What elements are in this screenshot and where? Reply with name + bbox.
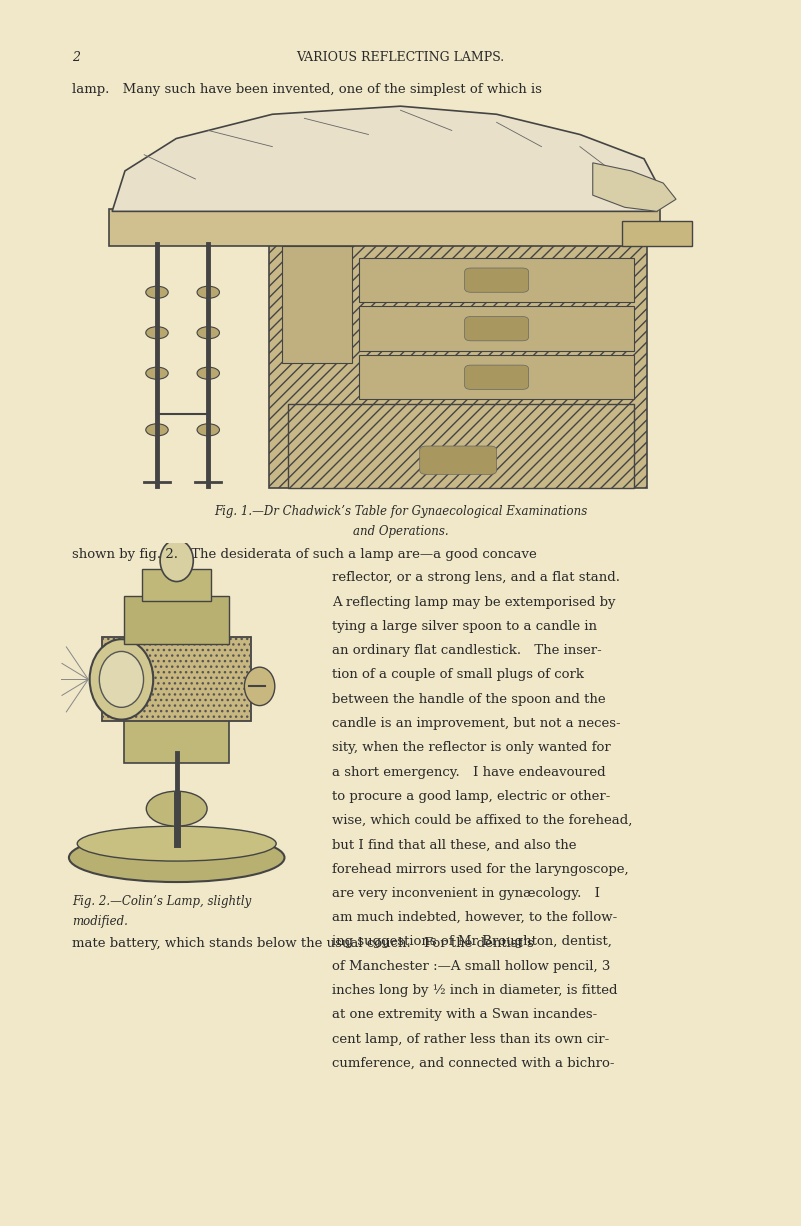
Circle shape [99, 651, 143, 707]
Text: tion of a couple of small plugs of cork: tion of a couple of small plugs of cork [332, 668, 585, 682]
Text: am much indebted, however, to the follow-: am much indebted, however, to the follow… [332, 911, 618, 924]
Ellipse shape [146, 367, 168, 379]
Circle shape [244, 667, 275, 706]
Text: A reflecting lamp may be extemporised by: A reflecting lamp may be extemporised by [332, 596, 616, 608]
Text: 2: 2 [72, 51, 80, 65]
Ellipse shape [197, 286, 219, 298]
Text: mate battery, which stands below the usual couch. For the dentist’s: mate battery, which stands below the usu… [72, 937, 533, 950]
FancyBboxPatch shape [124, 596, 229, 645]
FancyBboxPatch shape [288, 403, 634, 488]
Ellipse shape [146, 286, 168, 298]
Text: cent lamp, of rather less than its own cir-: cent lamp, of rather less than its own c… [332, 1032, 610, 1046]
FancyBboxPatch shape [102, 638, 252, 721]
Text: of Manchester :—A small hollow pencil, 3: of Manchester :—A small hollow pencil, 3 [332, 960, 611, 972]
FancyBboxPatch shape [124, 707, 229, 764]
FancyBboxPatch shape [465, 365, 529, 390]
FancyBboxPatch shape [359, 356, 634, 400]
FancyBboxPatch shape [269, 234, 647, 488]
FancyBboxPatch shape [282, 245, 352, 363]
Polygon shape [112, 107, 657, 211]
FancyBboxPatch shape [142, 569, 211, 601]
Text: shown by fig. 2. The desiderata of such a lamp are—a good concave: shown by fig. 2. The desiderata of such … [72, 548, 537, 562]
Ellipse shape [146, 326, 168, 338]
Text: a short emergency. I have endeavoured: a short emergency. I have endeavoured [332, 765, 606, 779]
Text: an ordinary flat candlestick. The inser-: an ordinary flat candlestick. The inser- [332, 644, 602, 657]
Text: wise, which could be affixed to the forehead,: wise, which could be affixed to the fore… [332, 814, 633, 828]
Ellipse shape [146, 424, 168, 436]
Text: reflector, or a strong lens, and a flat stand.: reflector, or a strong lens, and a flat … [332, 571, 621, 585]
Text: are very inconvenient in gynæcology. I: are very inconvenient in gynæcology. I [332, 886, 601, 900]
Text: ing suggestions of Mr Broughton, dentist,: ing suggestions of Mr Broughton, dentist… [332, 935, 612, 949]
Circle shape [160, 539, 193, 581]
Text: lamp. Many such have been invented, one of the simplest of which is: lamp. Many such have been invented, one … [72, 83, 542, 97]
Circle shape [90, 639, 153, 720]
Ellipse shape [197, 424, 219, 436]
Text: but I find that all these, and also the: but I find that all these, and also the [332, 839, 577, 851]
Text: candle is an improvement, but not a neces-: candle is an improvement, but not a nece… [332, 717, 621, 729]
Text: modified.: modified. [72, 915, 128, 928]
FancyBboxPatch shape [359, 257, 634, 303]
Text: tying a large silver spoon to a candle in: tying a large silver spoon to a candle i… [332, 620, 598, 633]
FancyBboxPatch shape [359, 306, 634, 351]
Ellipse shape [77, 826, 276, 861]
Text: VARIOUS REFLECTING LAMPS.: VARIOUS REFLECTING LAMPS. [296, 51, 505, 65]
Text: inches long by ½ inch in diameter, is fitted: inches long by ½ inch in diameter, is fi… [332, 984, 618, 997]
FancyBboxPatch shape [420, 446, 497, 474]
Text: and Operations.: and Operations. [352, 525, 449, 538]
Polygon shape [593, 163, 676, 211]
Text: at one extremity with a Swan incandes-: at one extremity with a Swan incandes- [332, 1008, 598, 1021]
Ellipse shape [197, 367, 219, 379]
Text: forehead mirrors used for the laryngoscope,: forehead mirrors used for the laryngosco… [332, 863, 629, 875]
Text: to procure a good lamp, electric or other-: to procure a good lamp, electric or othe… [332, 790, 611, 803]
Text: Fig. 2.—Colin’s Lamp, slightly: Fig. 2.—Colin’s Lamp, slightly [72, 895, 252, 908]
Text: Fig. 1.—Dr Chadwick’s Table for Gynaecological Examinations: Fig. 1.—Dr Chadwick’s Table for Gynaecol… [214, 505, 587, 519]
FancyBboxPatch shape [622, 222, 692, 245]
FancyBboxPatch shape [465, 268, 529, 292]
FancyBboxPatch shape [465, 316, 529, 341]
Text: between the handle of the spoon and the: between the handle of the spoon and the [332, 693, 606, 706]
Ellipse shape [69, 834, 284, 881]
Ellipse shape [197, 326, 219, 338]
FancyBboxPatch shape [109, 210, 660, 245]
Text: sity, when the reflector is only wanted for: sity, when the reflector is only wanted … [332, 742, 611, 754]
Text: cumference, and connected with a bichro-: cumference, and connected with a bichro- [332, 1057, 615, 1070]
Ellipse shape [147, 791, 207, 826]
